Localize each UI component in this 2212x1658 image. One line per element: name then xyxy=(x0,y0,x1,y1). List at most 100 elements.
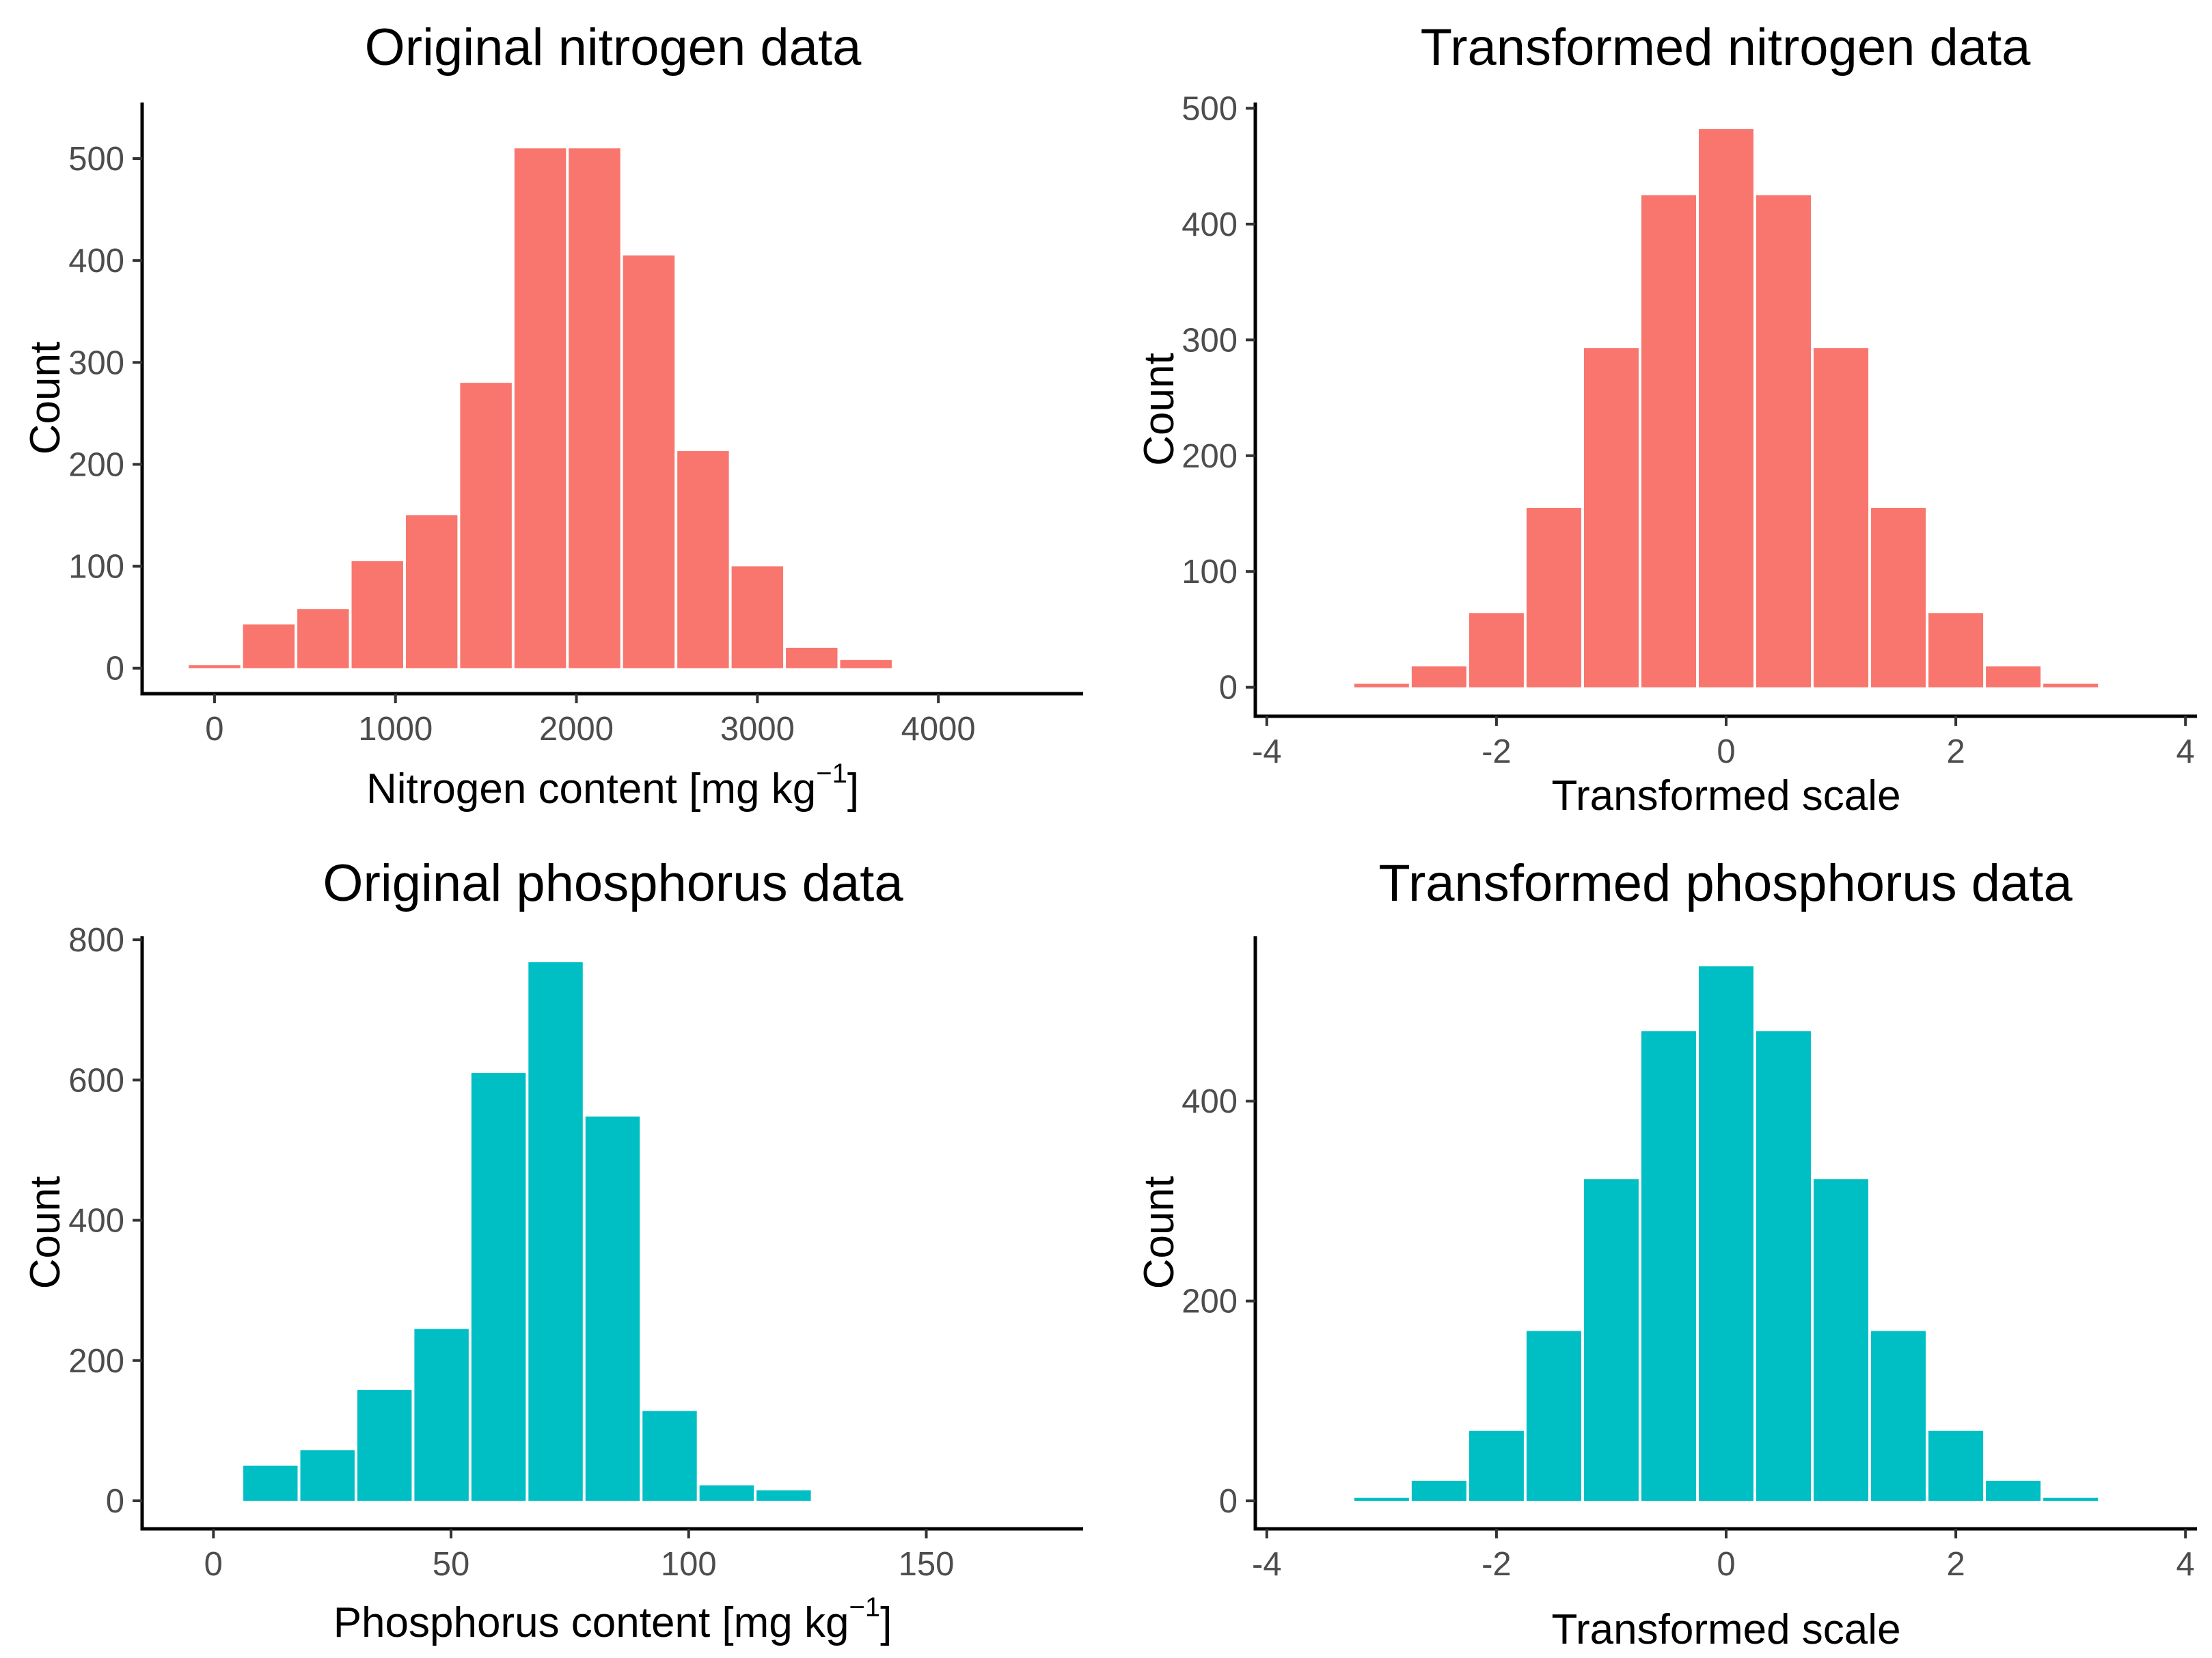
chart-title: Transformed phosphorus data xyxy=(1378,854,2073,912)
histogram-bar xyxy=(2043,1497,2099,1501)
x-tick-label: 4 xyxy=(2176,1546,2195,1583)
y-tick-label: 200 xyxy=(68,446,124,483)
y-tick-label: 400 xyxy=(68,243,124,280)
histogram-bar xyxy=(1583,348,1639,688)
histogram-bar xyxy=(623,255,675,668)
histogram-bar xyxy=(405,515,458,668)
histogram-bar xyxy=(1411,1480,1466,1501)
histogram-bar xyxy=(1871,508,1926,688)
histogram-bar xyxy=(677,451,729,668)
histogram-bar xyxy=(1871,1331,1926,1501)
histogram-bar xyxy=(243,624,295,668)
x-tick-label: 0 xyxy=(1717,733,1735,770)
y-tick-label: 100 xyxy=(68,549,124,586)
chart-panel-4: 0 200 400 -4 -2 0 2 4 Transformed phosphorus dat… xyxy=(1136,854,2197,1653)
y-tick-label: 400 xyxy=(68,1203,124,1240)
histogram-bar xyxy=(1354,683,1409,688)
histogram-bar xyxy=(460,383,512,668)
x-tick-label: 0 xyxy=(204,1546,223,1583)
histogram-bar xyxy=(471,1073,526,1501)
histogram-bar xyxy=(756,1490,811,1501)
histogram-bar xyxy=(243,1465,298,1501)
histogram-bar xyxy=(1354,1497,1409,1501)
chart-title: Transformed nitrogen data xyxy=(1421,18,2032,77)
histogram-bar xyxy=(1641,195,1696,688)
x-tick-label: 0 xyxy=(1717,1546,1735,1583)
histogram-bar xyxy=(1698,966,1754,1501)
chart-panel-1: 0 100 200 300 400 500 0 1000 2000 3000 4000 Origina… xyxy=(22,18,1083,813)
x-tick-label: 50 xyxy=(433,1546,470,1583)
y-tick-label: 0 xyxy=(106,1483,124,1520)
y-tick-label: 200 xyxy=(1182,1283,1238,1320)
x-axis-title: Nitrogen content [mg kg−1] xyxy=(366,759,859,813)
chart-panel-3: 0 200 400 600 800 0 50 100 150 Original phosphoru… xyxy=(22,854,1083,1646)
y-tick-label: 800 xyxy=(68,922,124,959)
y-tick-label: 600 xyxy=(68,1062,124,1099)
histogram-bar xyxy=(1411,666,1466,688)
y-tick-label: 0 xyxy=(1219,1483,1238,1520)
histogram-bar xyxy=(1698,128,1754,688)
x-tick-label: -4 xyxy=(1252,733,1282,770)
histogram-bar xyxy=(1928,613,1984,688)
histogram-bar xyxy=(351,561,403,668)
chart-title: Original phosphorus data xyxy=(323,854,903,912)
y-tick-label: 0 xyxy=(106,651,124,688)
histogram-bar xyxy=(1814,348,1869,688)
histogram-bar xyxy=(357,1389,412,1501)
histogram-bar xyxy=(1469,1430,1524,1501)
chart-title: Original nitrogen data xyxy=(365,18,862,77)
histogram-bar xyxy=(786,647,838,668)
x-axis-title: Transformed scale xyxy=(1551,1606,1900,1653)
histogram-bar xyxy=(1526,508,1581,688)
x-tick-label: 4000 xyxy=(901,711,976,748)
x-tick-label: -4 xyxy=(1252,1546,1282,1583)
x-tick-label: 150 xyxy=(899,1546,955,1583)
histogram-bar xyxy=(1526,1331,1581,1501)
y-tick-label: 400 xyxy=(1182,1083,1238,1120)
histogram-bar xyxy=(642,1411,697,1501)
histogram-bar xyxy=(1928,1430,1984,1501)
histogram-bar xyxy=(1641,1031,1696,1501)
histogram-bar xyxy=(414,1329,469,1501)
y-axis-title: Count xyxy=(22,1176,69,1289)
histogram-bar xyxy=(1756,1031,1812,1501)
histogram-bar xyxy=(300,1450,355,1501)
histogram-bar xyxy=(585,1116,640,1501)
histogram-bar xyxy=(840,660,892,668)
x-axis-title: Transformed scale xyxy=(1551,772,1900,819)
x-tick-label: -2 xyxy=(1482,1546,1512,1583)
y-tick-label: 500 xyxy=(1182,90,1238,127)
y-tick-label: 100 xyxy=(1182,554,1238,590)
y-tick-label: 400 xyxy=(1182,206,1238,243)
histogram-bar xyxy=(2043,683,2099,688)
histogram-bar xyxy=(528,962,583,1501)
y-tick-label: 300 xyxy=(68,344,124,381)
x-tick-label: 0 xyxy=(205,711,223,748)
histogram-bar xyxy=(1986,1480,2041,1501)
histogram-bar xyxy=(569,148,620,668)
y-axis-title: Count xyxy=(22,342,69,454)
x-tick-label: 1000 xyxy=(358,711,433,748)
histogram-bar xyxy=(189,665,241,668)
histogram-bar xyxy=(1814,1179,1869,1501)
x-tick-label: 100 xyxy=(661,1546,717,1583)
histogram-bar xyxy=(1583,1179,1639,1501)
histogram-bar xyxy=(514,148,566,668)
y-tick-label: 500 xyxy=(68,141,124,178)
x-tick-label: 2 xyxy=(1946,733,1965,770)
chart-panel-2: 0 100 200 300 400 500 -4 -2 0 2 4 Transformed nitro… xyxy=(1136,18,2197,819)
x-axis-title: Phosphorus content [mg kg−1] xyxy=(333,1592,892,1646)
x-tick-label: 3000 xyxy=(720,711,795,748)
x-tick-label: 4 xyxy=(2176,733,2195,770)
histogram-bar xyxy=(731,566,784,668)
histogram-bar xyxy=(297,609,349,668)
histogram-bar xyxy=(1756,195,1812,688)
histogram-bar xyxy=(699,1485,754,1501)
y-tick-label: 200 xyxy=(1182,438,1238,475)
y-tick-label: 200 xyxy=(68,1343,124,1380)
y-tick-label: 0 xyxy=(1219,670,1238,707)
x-tick-label: 2000 xyxy=(539,711,614,748)
x-tick-label: 2 xyxy=(1946,1546,1965,1583)
y-tick-label: 300 xyxy=(1182,322,1238,359)
